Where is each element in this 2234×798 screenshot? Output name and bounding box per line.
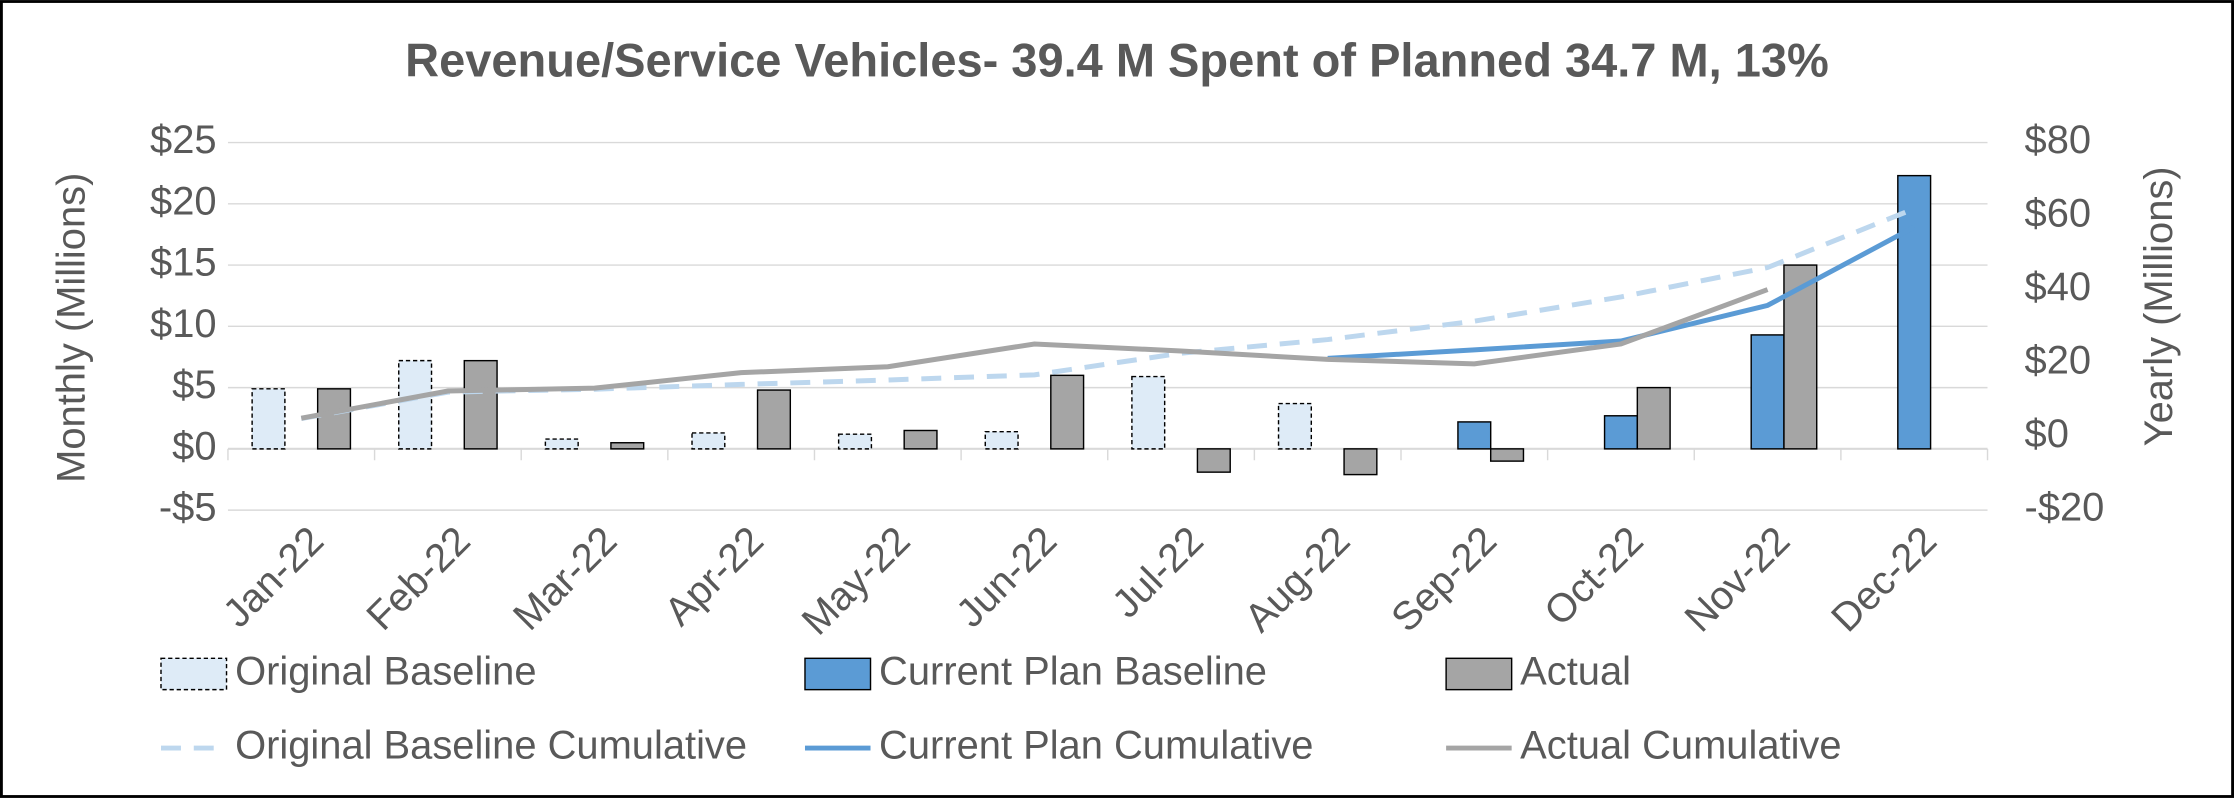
bar (756, 389, 792, 450)
bar (1277, 402, 1313, 450)
bar (1636, 386, 1671, 450)
bar (1050, 374, 1085, 450)
legend-swatch (804, 657, 872, 691)
bar (691, 432, 726, 450)
y-tick-label: $15 (150, 241, 217, 285)
y2-tick-label: -$20 (2025, 486, 2105, 530)
bar (251, 388, 286, 450)
bar (1750, 334, 1785, 450)
bar (1131, 375, 1166, 450)
y2-tick-label: $20 (2025, 339, 2092, 383)
y-tick-label: $10 (150, 302, 217, 346)
y-tick-label: $0 (172, 424, 216, 468)
bar (1897, 174, 1932, 450)
bar (1603, 415, 1639, 450)
y2-tick-label: $80 (2025, 118, 2092, 162)
bar (398, 359, 433, 450)
chart-title: Revenue/Service Vehicles- 39.4 M Spent o… (405, 34, 1829, 87)
line (300, 287, 1769, 421)
y2-tick-label: $40 (2025, 265, 2092, 309)
y-tick-label: $20 (150, 179, 217, 223)
y-tick-label: $25 (150, 118, 217, 162)
legend-label: Current Plan Baseline (879, 650, 1267, 694)
bar (1489, 448, 1525, 462)
line (1327, 224, 1916, 361)
y-axis-title: Monthly (Millions) (50, 173, 94, 483)
legend-label: Original Baseline (235, 650, 536, 694)
bar (610, 442, 645, 450)
legend-label: Original Baseline Cumulative (235, 724, 747, 768)
legend-label: Current Plan Cumulative (879, 724, 1313, 768)
legend-swatch (1445, 657, 1513, 691)
y-tick-label: -$5 (159, 486, 217, 530)
y2-axis-title: Yearly (Millions) (2137, 166, 2181, 446)
bar (1196, 448, 1231, 473)
legend-swatch (160, 657, 228, 691)
bar (903, 429, 938, 450)
bar (463, 359, 498, 450)
bar (316, 388, 352, 450)
bar (1343, 448, 1378, 476)
y2-tick-label: $60 (2025, 192, 2092, 236)
legend-label: Actual (1520, 650, 1631, 694)
bar (984, 430, 1019, 450)
bar (837, 433, 873, 450)
legend-label: Actual Cumulative (1520, 724, 1841, 768)
y-tick-label: $5 (172, 363, 216, 407)
bar (544, 438, 579, 450)
bar (1457, 421, 1492, 450)
y2-tick-label: $0 (2025, 412, 2069, 456)
